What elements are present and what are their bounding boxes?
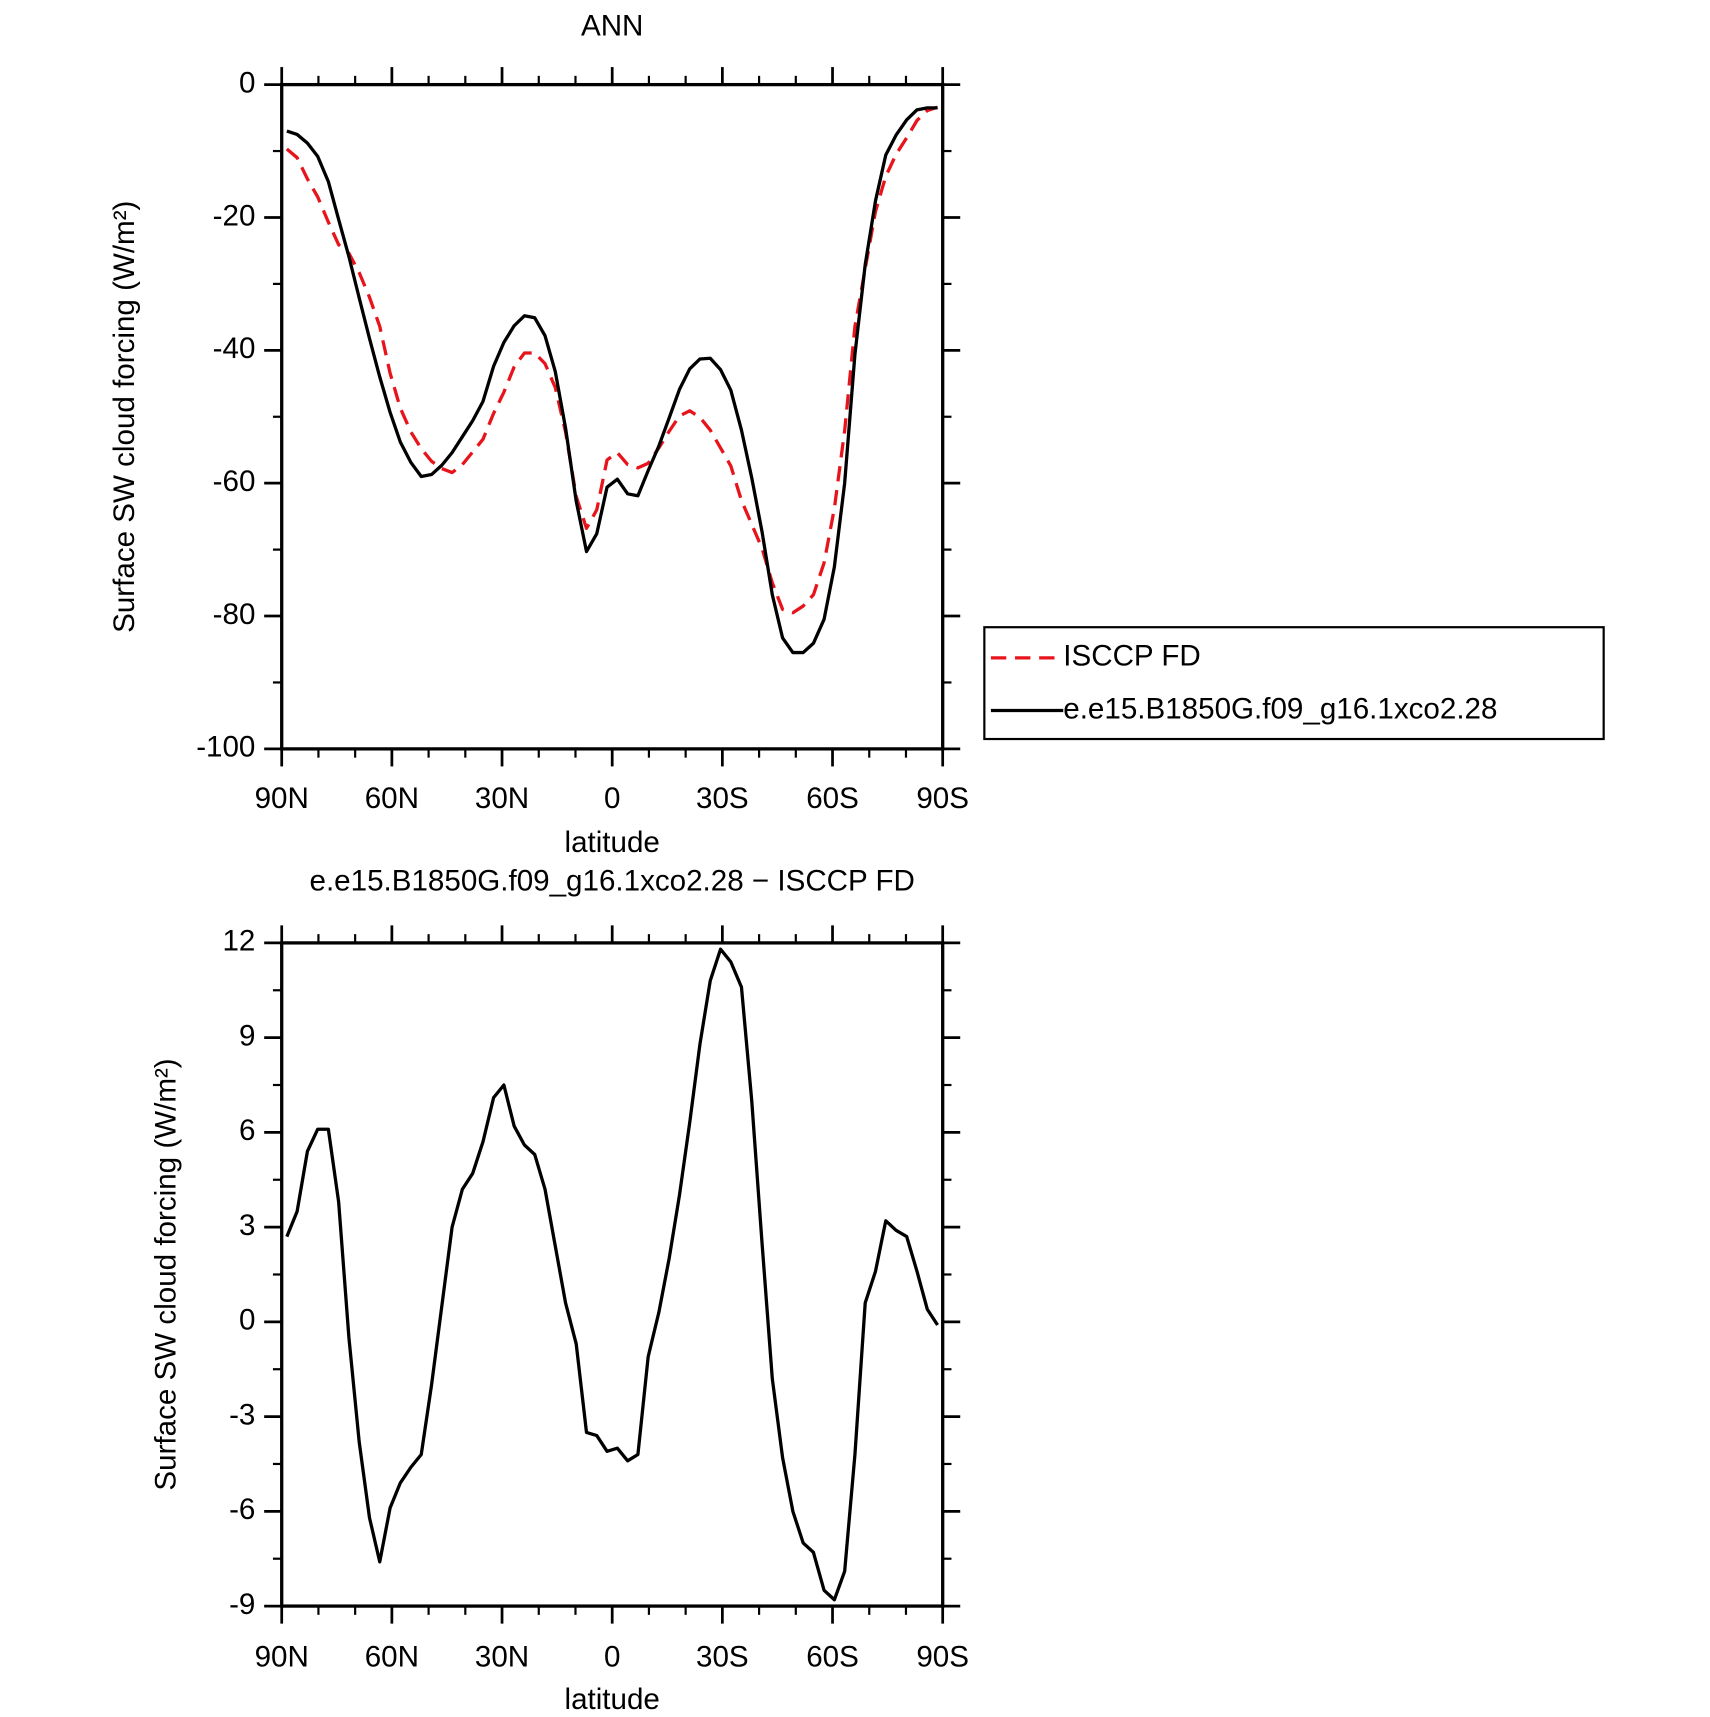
x-tick-label: 30S <box>696 782 749 815</box>
legend-label: ISCCP FD <box>1063 640 1201 673</box>
x-tick-label: 0 <box>604 782 620 815</box>
y-tick-label: -60 <box>213 465 256 498</box>
legend-label: e.e15.B1850G.f09_g16.1xco2.28 <box>1063 692 1497 725</box>
y-tick-label: -9 <box>229 1588 255 1621</box>
y-tick-label: 6 <box>239 1114 255 1147</box>
chart-title: ANN <box>581 9 643 42</box>
x-axis-label: latitude <box>565 826 660 859</box>
x-tick-label: 90N <box>255 1641 309 1674</box>
x-tick-label: 60N <box>365 1641 419 1674</box>
chart-title: e.e15.B1850G.f09_g16.1xco2.28 − ISCCP FD <box>310 864 915 897</box>
y-tick-label: -40 <box>213 332 256 365</box>
y-tick-label: 3 <box>239 1209 255 1242</box>
x-tick-label: 90N <box>255 782 309 815</box>
y-tick-label: 12 <box>222 925 255 958</box>
y-tick-label: -6 <box>229 1493 255 1526</box>
x-tick-label: 60S <box>806 1641 859 1674</box>
y-tick-label: 9 <box>239 1019 255 1052</box>
y-tick-label: -20 <box>213 199 256 232</box>
x-tick-label: 0 <box>604 1641 620 1674</box>
data-line <box>285 947 939 1602</box>
x-tick-label: 90S <box>916 782 969 815</box>
legend-box <box>983 626 1605 741</box>
y-axis-label: Surface SW cloud forcing (W/m²) <box>150 1058 183 1490</box>
y-tick-label: -3 <box>229 1398 255 1431</box>
plot-frame <box>280 82 945 751</box>
x-tick-label: 90S <box>916 1641 969 1674</box>
data-line <box>286 106 938 655</box>
data-line <box>285 105 939 615</box>
x-tick-label: 30N <box>475 1641 529 1674</box>
x-tick-label: 30N <box>475 782 529 815</box>
x-tick-label: 30S <box>696 1641 749 1674</box>
y-axis-label: Surface SW cloud forcing (W/m²) <box>108 201 141 633</box>
y-tick-label: -80 <box>213 598 256 631</box>
x-tick-label: 60S <box>806 782 859 815</box>
x-tick-label: 60N <box>365 782 419 815</box>
y-tick-label: -100 <box>196 731 255 764</box>
x-axis-label: latitude <box>565 1683 660 1716</box>
plot-frame <box>280 941 945 1608</box>
y-tick-label: 0 <box>239 1304 255 1337</box>
y-tick-label: 0 <box>239 66 255 99</box>
